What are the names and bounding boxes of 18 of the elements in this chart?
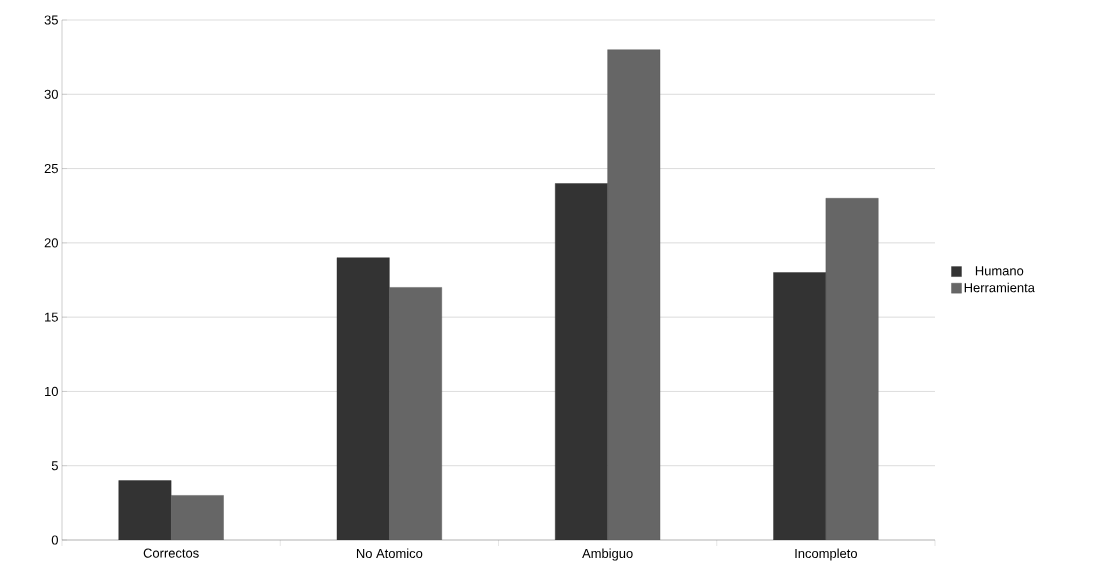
bar [170,495,224,540]
y-tick-label: 5 [51,461,58,471]
y-tick-label: 35 [44,15,58,25]
x-tick-label: Incompleto [795,548,857,561]
bar [389,287,442,540]
legend-label: Humano [975,266,1024,276]
y-tick-label: 0 [51,535,58,545]
y-tick-label: 10 [45,386,58,397]
y-tick-label: 20 [44,238,58,248]
x-tick-label: Correctos [143,548,199,558]
bar [607,49,661,540]
y-tick-label: 25 [44,163,58,174]
y-tick-label: 15 [45,312,58,322]
x-tick-label: Ambiguo [582,548,633,561]
y-tick-label: 30 [44,89,58,99]
bar [825,198,879,540]
x-tick-label: No Atomico [356,548,423,559]
legend-label: Herramienta [964,282,1035,293]
